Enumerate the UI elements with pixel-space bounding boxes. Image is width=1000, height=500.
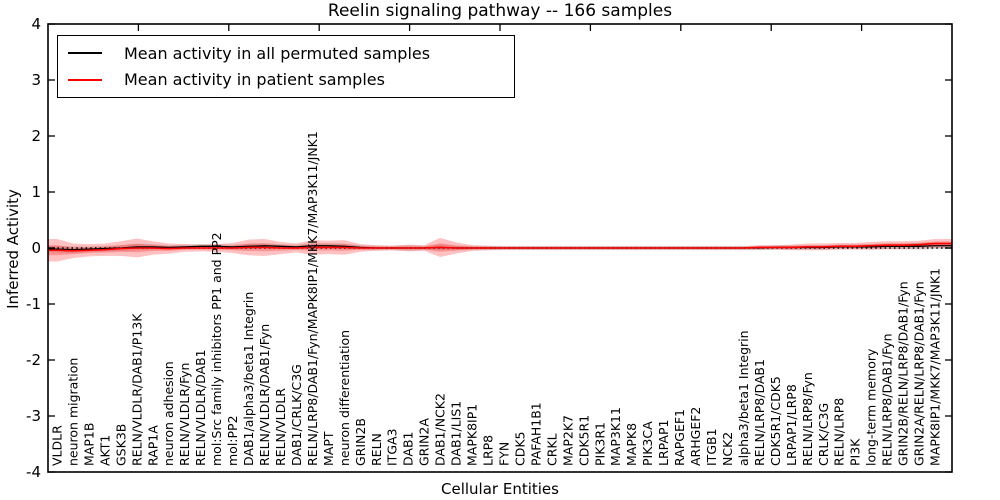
x-tick-label: CDK5: [512, 431, 527, 466]
x-tick-label: PIK3CA: [640, 421, 655, 466]
x-tick-label: VLDLR: [50, 425, 65, 466]
legend-entry-permuted: Mean activity in all permuted samples: [68, 44, 504, 63]
y-tick-label: -2: [26, 351, 41, 369]
x-tick-label: DAB1: [401, 432, 416, 467]
legend-label-permuted: Mean activity in all permuted samples: [124, 43, 431, 63]
x-tick-label: GRIN2A: [417, 418, 432, 466]
x-tick-label: LRPAP1/LRP8: [784, 384, 799, 466]
x-axis-label: Cellular Entities: [441, 480, 559, 498]
y-tick-label: 4: [31, 15, 41, 33]
x-tick-label: GSK3B: [113, 424, 128, 466]
x-tick-label: PI3K: [848, 438, 863, 466]
x-tick-label: neuron adhesion: [161, 361, 176, 466]
x-tick-label: RELN/VLDLR/DAB1/Fyn: [257, 324, 272, 466]
permuted-line-swatch-icon: [68, 52, 102, 55]
y-tick-label: 1: [31, 183, 41, 201]
x-tick-label: DAB1/NCK2: [433, 393, 448, 466]
legend-label-patient: Mean activity in patient samples: [124, 70, 385, 90]
x-tick-label: MAPK8: [624, 423, 639, 466]
x-tick-label: MAPT: [321, 431, 336, 466]
x-tick-label: RELN: [369, 433, 384, 466]
x-tick-label: CRLK/C3G: [816, 403, 831, 466]
x-tick-label: RELN/LRP8/Fyn: [800, 372, 815, 466]
x-tick-label: CDK5R1/CDK5: [768, 376, 783, 466]
x-tick-label: MAPK8IP1: [465, 404, 480, 466]
x-tick-label: CDK5R1: [576, 415, 591, 466]
x-tick-label: neuron migration: [65, 358, 80, 466]
x-tick-label: LRP8: [481, 435, 496, 466]
y-tick-label: 3: [31, 71, 41, 89]
y-tick-label: -1: [26, 295, 41, 313]
x-tick-label: alpha3/beta1 Integrin: [736, 330, 751, 466]
y-tick-label: -4: [26, 463, 41, 481]
x-tick-label: ARHGEF2: [688, 407, 703, 466]
legend: Mean activity in all permuted samples Me…: [57, 35, 515, 98]
x-tick-label: GRIN2B: [353, 418, 368, 466]
x-tick-label: RAPGEF1: [672, 409, 687, 466]
x-tick-label: DAB1/alpha3/beta1 Integrin: [241, 292, 256, 466]
x-tick-label: ITGB1: [704, 428, 719, 466]
x-tick-label: long-term memory: [864, 348, 879, 466]
patient-line: [48, 242, 952, 252]
x-tick-label: RELN/LRP8/DAB1/Fyn/MAPK8IP1/MKK7/MAP3K11…: [305, 131, 320, 466]
x-tick-label: RELN/VLDLR: [273, 388, 288, 466]
legend-entry-patient: Mean activity in patient samples: [68, 70, 504, 89]
y-tick-label: 2: [31, 127, 41, 145]
x-tick-label: MAP3K11: [608, 407, 623, 466]
x-tick-label: RELN/LRP8/DAB1: [752, 359, 767, 466]
x-tick-label: DAB1/CRLK/C3G: [289, 364, 304, 466]
x-tick-label: MAPK8IP1/MKK7/MAP3K11/JNK1: [928, 268, 943, 466]
x-tick-label: FYN: [496, 442, 511, 466]
x-tick-label: RELN/LRP8: [832, 398, 847, 466]
x-tick-label: RELN/LRP8/DAB1/Fyn: [880, 333, 895, 466]
x-tick-label: GRIN2A/RELN/LRP8/DAB1/Fyn: [912, 281, 927, 466]
x-tick-label: MAP1B: [81, 423, 96, 466]
x-tick-label: RAP1A: [145, 425, 160, 466]
x-tick-label: DAB1/LIS1: [449, 401, 464, 466]
x-tick-label: AKT1: [97, 435, 112, 466]
x-tick-label: neuron differentiation: [337, 330, 352, 466]
x-tick-label: LRPAP1: [656, 420, 671, 466]
x-tick-label: mol:PP2: [225, 415, 240, 466]
x-tick-label: PAFAH1B1: [528, 402, 543, 466]
patient-line-swatch-icon: [68, 78, 102, 81]
x-tick-label: RELN/VLDLR/DAB1: [193, 349, 208, 466]
x-tick-label: ITGA3: [385, 428, 400, 466]
x-tick-label: RELN/VLDLR/Fyn: [177, 363, 192, 466]
x-tick-label: RELN/VLDLR/DAB1/P13K: [129, 313, 144, 466]
x-tick-label: MAP2K7: [560, 415, 575, 466]
y-tick-label: -3: [26, 407, 41, 425]
patient-band: [48, 237, 952, 262]
x-tick-label: NCK2: [720, 432, 735, 466]
chart-title: Reelin signaling pathway -- 166 samples: [327, 1, 673, 21]
y-tick-label: 0: [31, 239, 41, 257]
x-tick-label: GRIN2B/RELN/LRP8/DAB1/Fyn: [896, 281, 911, 466]
x-tick-label: CRKL: [544, 433, 559, 466]
x-tick-label: PIK3R1: [592, 422, 607, 466]
x-tick-label: mol:Src family inhibitors PP1 and PP2: [209, 232, 224, 466]
